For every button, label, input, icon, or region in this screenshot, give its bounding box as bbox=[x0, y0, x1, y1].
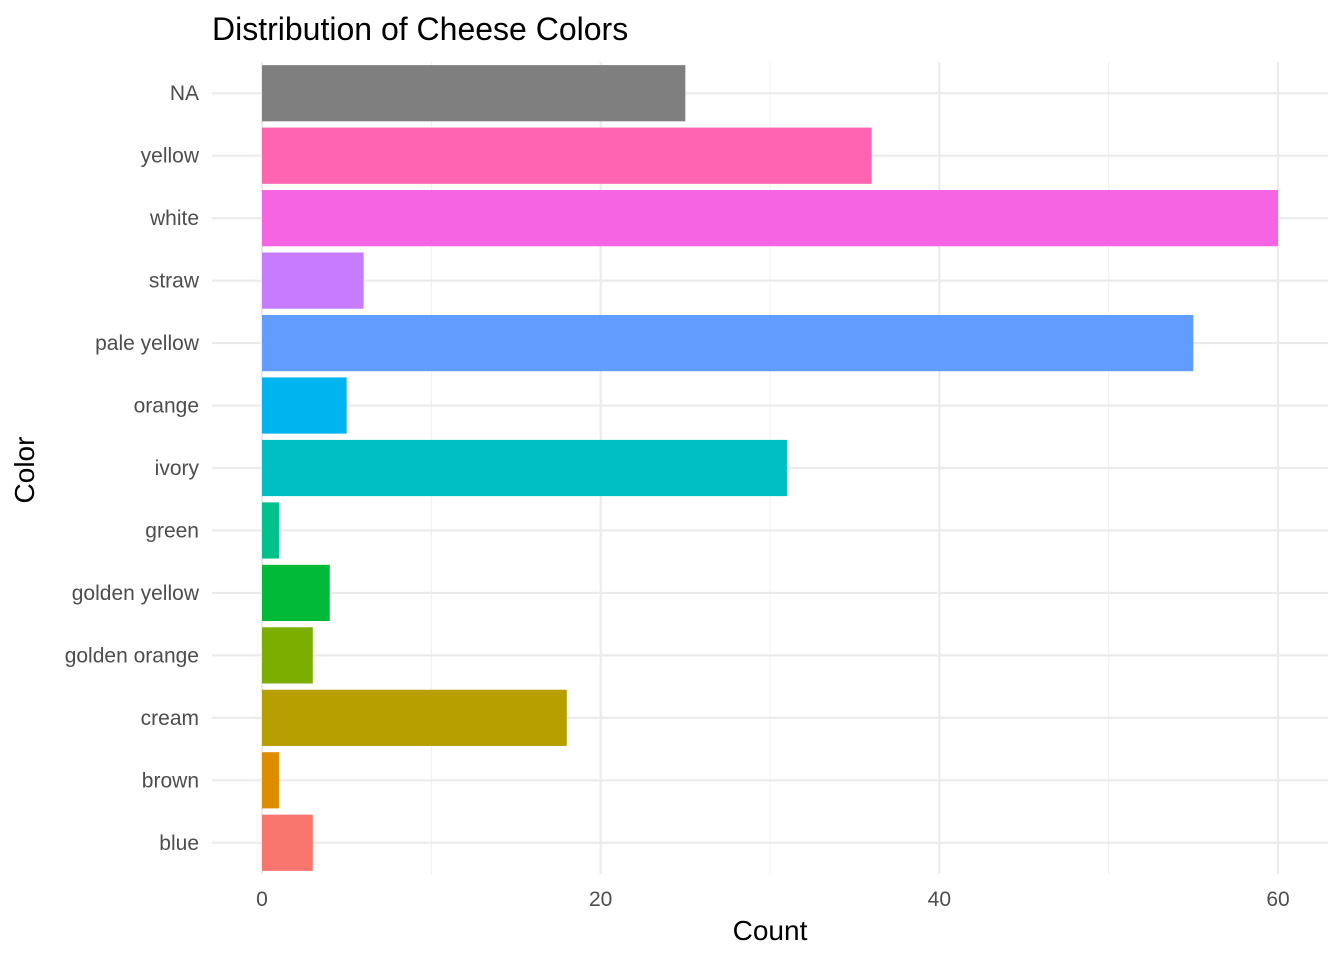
y-tick-label: ivory bbox=[155, 457, 200, 480]
y-tick-label: golden yellow bbox=[72, 582, 200, 605]
bar-blue bbox=[262, 814, 313, 871]
x-axis-title: Count bbox=[733, 915, 808, 946]
y-tick-label: yellow bbox=[141, 145, 200, 168]
bar-white bbox=[262, 190, 1278, 247]
x-tick-label: 40 bbox=[928, 888, 951, 911]
y-tick-label: NA bbox=[170, 82, 199, 105]
y-tick-label: brown bbox=[142, 769, 199, 792]
y-tick-label: pale yellow bbox=[95, 332, 200, 355]
x-tick-label: 20 bbox=[589, 888, 612, 911]
y-axis-title: Color bbox=[9, 437, 40, 504]
bar-layer bbox=[262, 65, 1278, 871]
bar-pale-yellow bbox=[262, 314, 1194, 372]
y-tick-label: cream bbox=[141, 707, 199, 730]
y-tick-label: golden orange bbox=[65, 644, 199, 667]
bar-yellow bbox=[262, 127, 872, 184]
bar-orange bbox=[262, 377, 347, 434]
bar-golden-orange bbox=[262, 627, 313, 684]
chart-title: Distribution of Cheese Colors bbox=[212, 11, 628, 47]
x-tick-label: 0 bbox=[256, 888, 268, 911]
bar-green bbox=[262, 502, 279, 559]
bar-na bbox=[262, 65, 686, 122]
x-tick-label: 60 bbox=[1266, 888, 1289, 911]
bar-ivory bbox=[262, 439, 787, 497]
y-tick-label: straw bbox=[149, 270, 200, 293]
y-tick-label: orange bbox=[134, 395, 199, 418]
y-axis-tick-labels: blue brown cream golden orange golden yellow… bbox=[65, 82, 200, 855]
bar-brown bbox=[262, 752, 279, 809]
y-tick-label: blue bbox=[159, 832, 199, 855]
x-axis-tick-labels: 0 20 40 60 bbox=[256, 888, 1290, 911]
y-tick-label: white bbox=[149, 207, 199, 230]
y-tick-label: green bbox=[145, 519, 199, 542]
bar-golden-yellow bbox=[262, 564, 330, 622]
bar-cream bbox=[262, 689, 567, 746]
bar-straw bbox=[262, 252, 364, 309]
